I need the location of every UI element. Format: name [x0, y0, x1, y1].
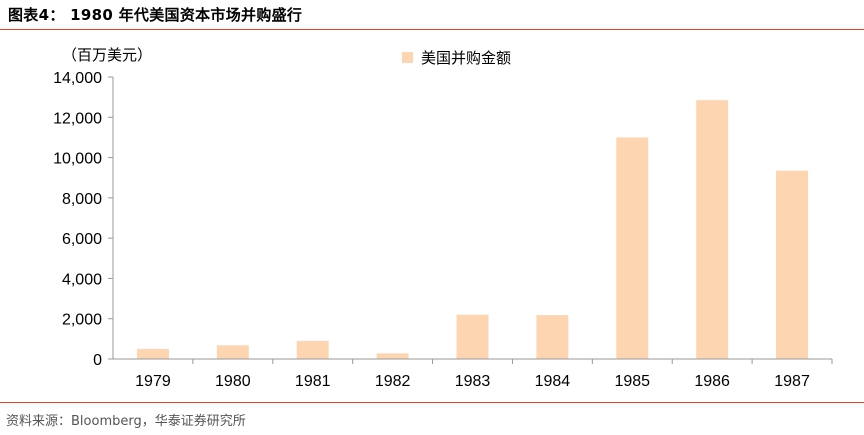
y-tick-label: 2,000: [62, 312, 102, 329]
y-unit-label: （百万美元）: [62, 46, 152, 64]
title-divider: [0, 29, 864, 30]
x-tick-label: 1984: [535, 373, 571, 390]
bar-1984: [536, 315, 569, 359]
y-tick-label: 4,000: [62, 271, 102, 288]
footer-divider: [0, 402, 864, 403]
bar-1980: [216, 345, 249, 359]
bar-chart: （百万美元） 美国并购金额 0 2,000 4,000 6,000 8,000 10,00…: [53, 46, 833, 390]
legend: 美国并购金额: [402, 49, 511, 67]
x-axis-ticks: 1979 1980 1981 1982 1983 1984 1985 1986 1987: [135, 359, 833, 390]
bar-1987: [776, 170, 809, 359]
chart-title: 图表4： 1980 年代美国资本市场并购盛行: [8, 6, 303, 24]
y-tick-label: 12,000: [53, 110, 102, 127]
y-tick-label: 0: [93, 352, 102, 369]
bar-1979: [136, 348, 169, 359]
bar-1982: [376, 353, 409, 359]
x-tick-label: 1979: [135, 373, 171, 390]
x-tick-label: 1980: [215, 373, 251, 390]
legend-label: 美国并购金额: [421, 49, 511, 67]
bar-1985: [616, 137, 649, 359]
x-tick-label: 1986: [694, 373, 730, 390]
y-tick-label: 14,000: [53, 70, 102, 87]
bar-1986: [696, 100, 729, 360]
bar-1983: [456, 314, 489, 359]
y-tick-label: 8,000: [62, 191, 102, 208]
y-axis-ticks: 0 2,000 4,000 6,000 8,000 10,000 12,000 14,000: [53, 70, 113, 369]
source-note: 资料来源：Bloomberg，华泰证券研究所: [6, 414, 246, 429]
x-tick-label: 1983: [455, 373, 491, 390]
x-tick-label: 1982: [375, 373, 411, 390]
bar-1981: [296, 340, 329, 359]
x-tick-label: 1981: [295, 373, 331, 390]
x-tick-label: 1985: [614, 373, 650, 390]
x-tick-label: 1987: [774, 373, 810, 390]
legend-swatch: [402, 52, 413, 63]
y-tick-label: 6,000: [62, 231, 102, 248]
bars: [136, 100, 809, 360]
y-tick-label: 10,000: [53, 151, 102, 168]
